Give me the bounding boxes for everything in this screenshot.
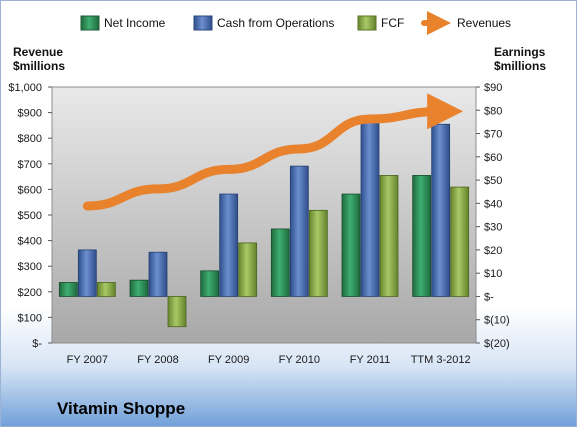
right-tick-label: $20: [484, 245, 502, 257]
left-tick-label: $700: [18, 159, 42, 171]
right-tick-label: $-: [484, 291, 494, 303]
bar-cash-from-operations: [360, 121, 380, 297]
bar-cash-from-operations: [431, 123, 451, 297]
x-tick-label: FY 2007: [67, 354, 108, 366]
x-tick-label: FY 2011: [350, 354, 391, 366]
left-tick-label: $600: [18, 184, 42, 196]
legend-label-net-income: Net Income: [104, 16, 166, 30]
x-tick-label: FY 2009: [208, 354, 249, 366]
bar-cash-from-operations: [219, 193, 239, 297]
left-axis-title-line2: $millions: [13, 59, 65, 73]
bar-cash-from-operations: [77, 249, 97, 297]
right-axis-title-line2: $millions: [494, 59, 546, 73]
right-tick-label: $50: [484, 175, 502, 187]
right-tick-label: $80: [484, 105, 502, 117]
revenues-line: [82, 93, 464, 211]
legend-label-cash-from-operations: Cash from Operations: [217, 16, 334, 30]
left-axis-ticks: $- $100 $200 $300 $400 $500 $600 $700 $800 $900 $1…: [8, 82, 52, 350]
bar-net-income: [412, 175, 432, 297]
bar-net-income: [129, 279, 149, 297]
left-tick-label: $900: [18, 108, 42, 120]
x-tick-label: FY 2008: [137, 354, 178, 366]
legend-swatch-net-income: [80, 15, 100, 31]
right-tick-label: $10: [484, 268, 502, 280]
legend-swatch-fcf: [357, 15, 377, 31]
right-tick-label: $60: [484, 152, 502, 164]
bar-net-income: [341, 193, 361, 297]
right-tick-label: $90: [484, 82, 502, 94]
right-tick-label: $30: [484, 222, 502, 234]
right-axis-title-line1: Earnings: [494, 45, 546, 59]
bar-fcf: [96, 282, 116, 297]
left-tick-label: $500: [18, 210, 42, 222]
left-tick-label: $200: [18, 287, 42, 299]
bar-cash-from-operations: [289, 165, 309, 297]
left-tick-label: $-: [32, 338, 42, 350]
left-tick-label: $1,000: [8, 82, 42, 94]
left-tick-label: $100: [18, 312, 42, 324]
x-axis-ticks: FY 2007 FY 2008 FY 2009 FY 2010 FY 2011 TTM 3…: [67, 354, 471, 366]
bar-net-income: [200, 270, 220, 297]
bar-fcf: [308, 209, 328, 297]
right-tick-label: $40: [484, 198, 502, 210]
company-name: Vitamin Shoppe: [57, 399, 185, 418]
legend-swatch-cash-from-operations: [193, 15, 213, 31]
legend-label-fcf: FCF: [381, 16, 404, 30]
right-axis-ticks: $(20) $(10) $- $10 $20 $30 $40 $50 $60 $70 $80 $90: [476, 82, 510, 350]
bar-fcf: [450, 186, 470, 297]
left-axis-title-line1: Revenue: [13, 45, 63, 59]
bar-fcf: [167, 296, 187, 328]
legend: Net Income Cash from Operations FCF Reve…: [80, 11, 511, 35]
bar-cash-from-operations: [148, 251, 168, 297]
left-tick-label: $300: [18, 261, 42, 273]
x-tick-label: TTM 3-2012: [411, 354, 471, 366]
left-tick-label: $400: [18, 236, 42, 248]
right-tick-label: $(20): [484, 338, 510, 350]
right-tick-label: $70: [484, 129, 502, 141]
bar-fcf: [379, 175, 399, 297]
bar-net-income: [270, 228, 290, 297]
bar-net-income: [58, 282, 78, 297]
legend-label-revenues: Revenues: [457, 16, 511, 30]
plot-area: [51, 86, 477, 344]
right-tick-label: $(10): [484, 315, 510, 327]
revenue-line-group: [82, 93, 464, 211]
x-tick-label: FY 2010: [279, 354, 320, 366]
bar-fcf: [238, 242, 258, 297]
left-tick-label: $800: [18, 133, 42, 145]
